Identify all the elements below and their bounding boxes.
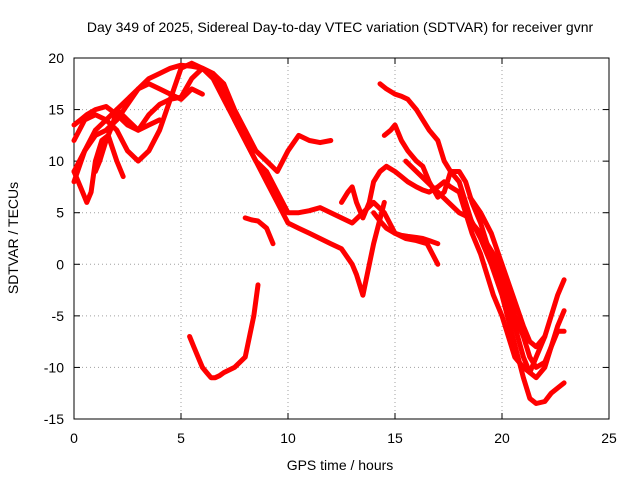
series-line-trace-11 [381,122,567,381]
x-tick-labels: 0 5 10 15 20 25 [70,430,617,446]
axis-ticks [73,57,610,420]
chart-title: Day 349 of 2025, Sidereal Day-to-day VTE… [87,19,594,35]
x-tick-label: 10 [280,430,296,446]
series-line-trace-5 [92,81,205,174]
x-tick-label: 20 [494,430,510,446]
y-tick-labels: -15 -10 -5 0 5 10 15 20 [44,50,64,427]
data-series [71,60,567,406]
grid-lines [74,58,609,419]
y-tick-label: -10 [44,359,64,375]
y-axis-label: SDTVAR / TECUs [5,182,21,294]
x-tick-label: 5 [177,430,185,446]
y-tick-label: 5 [56,205,64,221]
x-tick-label: 15 [387,430,403,446]
y-tick-label: 10 [48,153,64,169]
x-tick-label: 25 [601,430,617,446]
series-line-trace-4 [71,104,163,133]
x-axis-label: GPS time / hours [287,457,394,473]
plot-frame [73,57,610,420]
series-line-trace-13 [467,194,548,350]
series-line-trace-7 [187,282,261,381]
series-line-trace-6 [71,132,126,205]
y-tick-label: 20 [48,50,64,66]
series-line-trace-12 [403,158,567,406]
y-tick-label: 15 [48,102,64,118]
series-line-trace-14 [371,210,441,247]
y-tick-label: -5 [52,308,65,324]
y-tick-label: -15 [44,411,64,427]
x-tick-label: 0 [70,430,78,446]
series-line-trace-8 [242,215,276,247]
series-line-trace-3 [71,65,387,298]
y-tick-label: 0 [56,256,64,272]
